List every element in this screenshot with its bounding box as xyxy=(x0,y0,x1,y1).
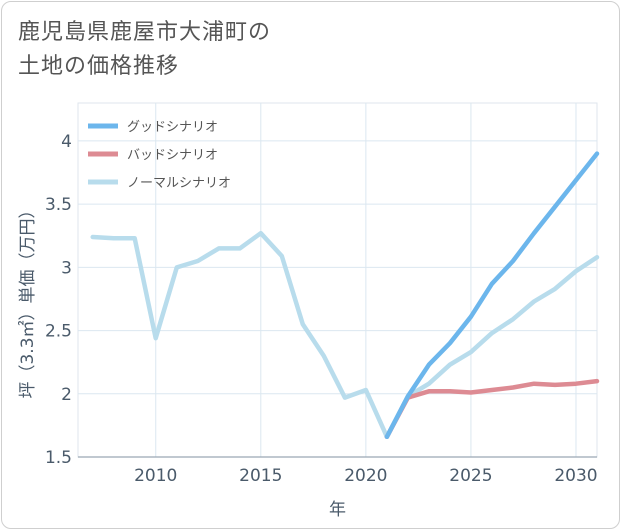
y-tick-label: 1.5 xyxy=(45,448,72,468)
x-tick-label: 2030 xyxy=(554,466,597,486)
x-tick-label: 2015 xyxy=(239,466,282,486)
series-line-3 xyxy=(90,230,600,440)
x-axis-ticks: 2010 2015 2020 2025 2030 xyxy=(134,466,598,486)
y-tick-label: 2.5 xyxy=(45,322,72,342)
chart-title-line-1: 鹿児島県鹿屋市大浦町の xyxy=(18,20,272,45)
x-tick-label: 2025 xyxy=(449,466,492,486)
x-axis-label: 年 xyxy=(329,500,346,520)
y-tick-label: 3 xyxy=(61,258,72,278)
y-axis-ticks: 1.5 2 2.5 3 3.5 4 xyxy=(45,132,72,468)
x-tick-label: 2020 xyxy=(344,466,387,486)
legend-label: ノーマルシナリオ xyxy=(127,176,231,191)
grid-lines xyxy=(78,103,597,458)
legend-label: バッドシナリオ xyxy=(127,148,218,163)
series-line-1 xyxy=(384,151,600,440)
y-tick-label: 4 xyxy=(61,132,72,152)
chart-title-line-2: 土地の価格推移 xyxy=(18,54,180,79)
series-line-2 xyxy=(384,378,600,440)
y-tick-label: 2 xyxy=(61,385,72,405)
plot-area xyxy=(77,102,598,458)
series-lines xyxy=(90,151,600,440)
chart-title: 鹿児島県鹿屋市大浦町の 土地の価格推移 xyxy=(18,16,271,84)
x-tick-label: 2010 xyxy=(134,466,177,486)
y-axis-label: 坪（3.3㎡）単価（万円） xyxy=(18,201,38,398)
plot-background xyxy=(77,102,598,458)
y-tick-label: 3.5 xyxy=(45,195,72,215)
legend-label: グッドシナリオ xyxy=(127,120,218,135)
